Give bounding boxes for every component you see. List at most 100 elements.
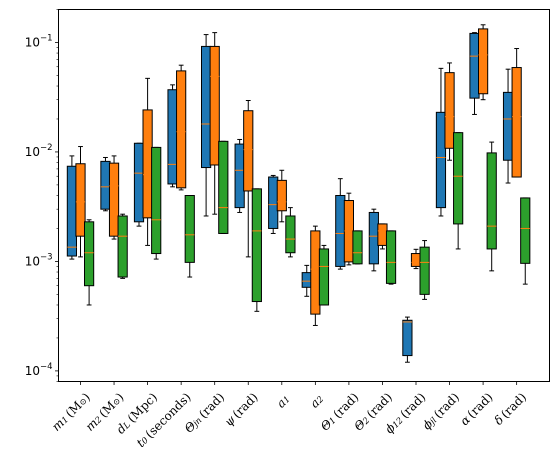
box-2-6 <box>243 99 254 258</box>
y-tick-base: 10 <box>25 254 40 268</box>
series-2 <box>75 24 522 326</box>
box-1-4 <box>167 84 178 188</box>
box-3-13 <box>486 141 497 272</box>
category-subscript: 2 <box>93 415 105 427</box>
box-body <box>243 110 254 192</box>
box-body <box>502 91 514 161</box>
x-tick-label: m1 (M⊙) <box>49 390 93 434</box>
box-3-5 <box>218 140 229 234</box>
box-body <box>276 179 287 212</box>
y-tick-base: 10 <box>25 35 40 49</box>
box-body <box>285 215 296 254</box>
box-2-12 <box>444 62 455 161</box>
box-body <box>218 140 229 234</box>
box-3-4 <box>184 195 195 278</box>
box-1-2 <box>100 156 111 212</box>
box-body <box>402 319 413 357</box>
y-tick-exp: −1 <box>40 33 53 43</box>
y-tick-label: 10−4 <box>25 362 53 378</box>
box-3-2 <box>117 213 128 279</box>
y-tick-label: 10−3 <box>25 252 53 268</box>
category-subscript: 2 <box>314 394 326 406</box>
box-body <box>201 45 212 169</box>
box-2-1 <box>75 146 86 258</box>
box-body <box>318 248 330 306</box>
box-body <box>84 221 95 287</box>
box-body <box>419 246 430 295</box>
box-3-11 <box>419 240 430 300</box>
box-3-7 <box>285 207 296 258</box>
box-body <box>335 195 346 267</box>
box-2-13 <box>478 24 489 101</box>
y-tick-exp: −3 <box>40 252 53 262</box>
y-tick-base: 10 <box>25 145 40 159</box>
box-body <box>486 152 497 250</box>
box-body <box>133 142 145 223</box>
category-subscript: 1 <box>327 415 338 426</box>
box-body <box>377 223 388 246</box>
box-body <box>310 230 321 315</box>
box-body <box>209 45 220 166</box>
box-body <box>176 70 187 189</box>
box-2-5 <box>209 32 220 215</box>
box-2-14 <box>511 48 522 178</box>
box-body <box>301 272 312 288</box>
box-body <box>251 188 262 303</box>
box-body <box>108 162 120 237</box>
box-3-8 <box>318 244 330 306</box>
category-subscript: 0 <box>140 435 151 446</box>
y-tick-label: 10−2 <box>25 143 53 159</box>
box-1-7 <box>268 174 279 234</box>
box-body <box>352 230 363 265</box>
box-body <box>435 111 447 209</box>
y-tick-exp: −2 <box>40 143 53 153</box>
box-1-3 <box>133 142 145 227</box>
y-tick-label: 10−1 <box>25 33 53 49</box>
box-body <box>385 230 397 284</box>
box-body <box>234 143 245 209</box>
box-3-10 <box>385 230 397 285</box>
box-1-11 <box>402 316 413 363</box>
series-3 <box>84 132 531 312</box>
box-body <box>453 132 464 225</box>
box-body <box>117 215 128 278</box>
box-2-4 <box>176 64 187 191</box>
plot-area <box>66 24 531 363</box>
box-body <box>368 211 379 265</box>
y-tick-base: 10 <box>25 364 40 378</box>
box-2-10 <box>377 223 388 250</box>
box-1-1 <box>66 155 78 260</box>
box-2-2 <box>108 155 120 240</box>
box-3-12 <box>453 132 464 250</box>
box-3-14 <box>520 197 531 285</box>
y-axis: 10−410−310−210−1 <box>25 9 59 382</box>
box-body <box>142 109 153 219</box>
box-body <box>520 197 531 264</box>
box-body <box>268 176 279 229</box>
box-body <box>100 160 111 210</box>
box-body <box>469 32 480 99</box>
box-1-12 <box>435 67 447 217</box>
box-body <box>151 146 162 255</box>
y-tick-exp: −4 <box>40 362 53 372</box>
category-subscript: 1 <box>281 394 292 405</box>
category-subscript: 1 <box>60 415 71 426</box>
category-subscript: 2 <box>360 415 372 427</box>
box-3-6 <box>251 188 262 312</box>
box-body <box>167 89 178 185</box>
box-body <box>66 165 78 257</box>
box-body <box>184 195 195 263</box>
box-3-1 <box>84 219 95 306</box>
box-1-6 <box>234 138 245 213</box>
box-body <box>444 72 455 149</box>
box-2-9 <box>343 192 354 266</box>
box-body <box>75 163 86 237</box>
box-body <box>511 67 522 178</box>
box-body <box>478 28 489 95</box>
box-2-8 <box>310 225 321 326</box>
box-body <box>410 253 422 267</box>
box-3-3 <box>151 146 162 260</box>
box-2-7 <box>276 169 287 223</box>
box-3-9 <box>352 230 363 265</box>
